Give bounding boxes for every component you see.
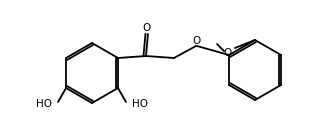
Text: O: O bbox=[143, 23, 151, 33]
Text: HO: HO bbox=[36, 99, 52, 109]
Text: HO: HO bbox=[132, 99, 148, 109]
Text: O: O bbox=[223, 48, 231, 58]
Text: O: O bbox=[193, 36, 201, 46]
